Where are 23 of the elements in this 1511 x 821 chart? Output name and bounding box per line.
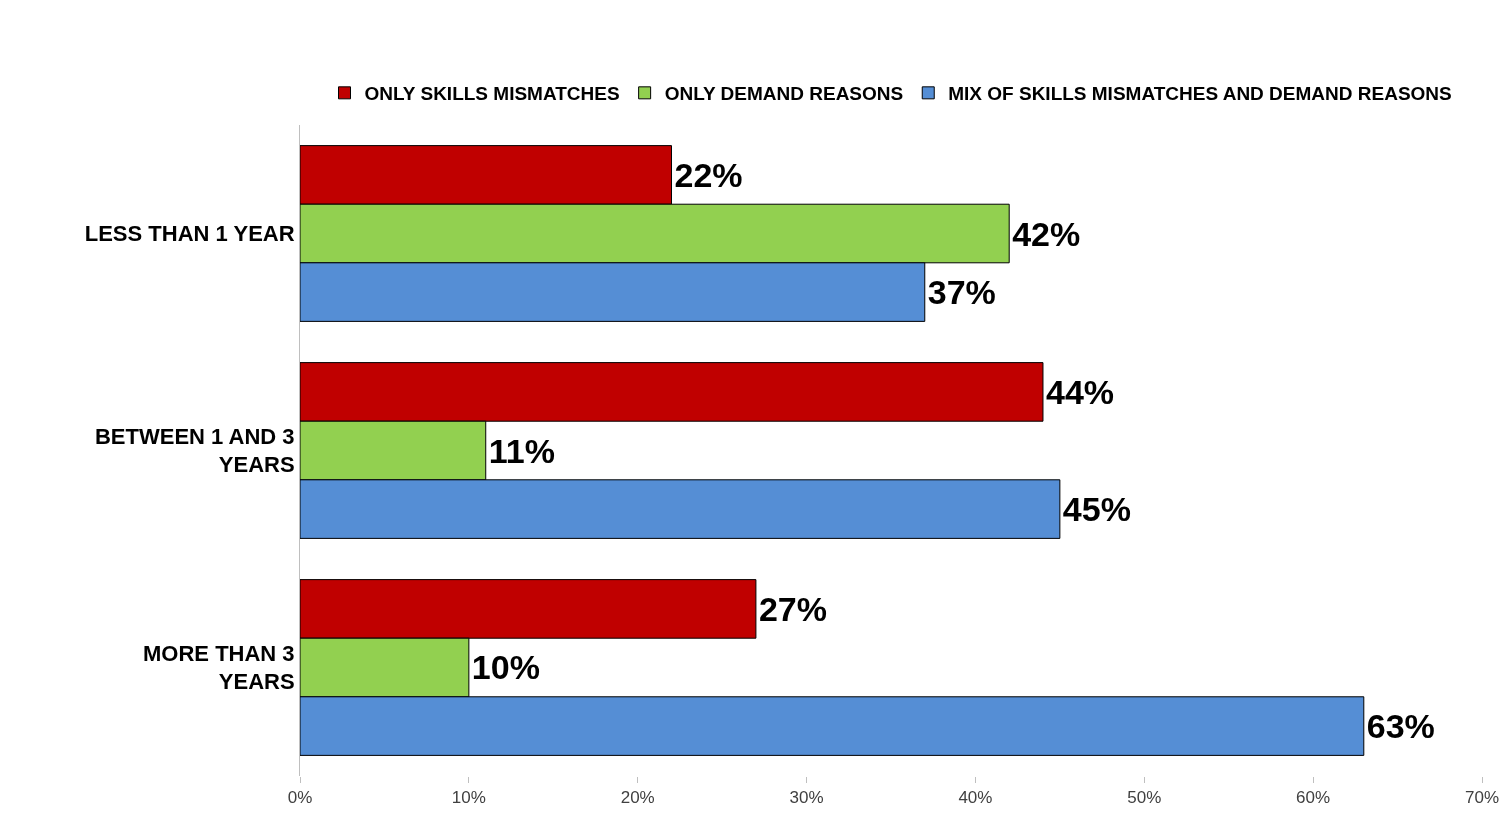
data-label: 27% [758, 589, 827, 628]
data-label: 44% [1045, 372, 1115, 411]
x-tick-label: 40% [958, 788, 993, 808]
data-label: 10% [471, 648, 540, 687]
x-tick-label: 50% [1127, 788, 1162, 808]
data-label: 45% [1062, 490, 1131, 529]
data-label: 63% [1366, 707, 1435, 746]
data-label: 42% [1012, 214, 1081, 253]
data-label: 37% [927, 273, 996, 312]
x-tick-label: 60% [1296, 788, 1331, 808]
data-label: 22% [674, 155, 743, 194]
y-tick-label: LESS THAN 1 YEAR [84, 221, 295, 247]
y-tick-label: BETWEEN 1 AND 3 YEARS [94, 423, 295, 478]
x-tick-label: 70% [1464, 788, 1500, 808]
legend-label: ONLY SKILLS MISMATCHES [364, 83, 620, 105]
x-tick-label: 10% [451, 788, 486, 808]
legend-label: MIX OF SKILLS MISMATCHES AND DEMAND REASONS [948, 83, 1452, 105]
x-tick-label: 0% [287, 788, 313, 808]
x-tick-label: 20% [620, 788, 655, 808]
x-tick-label: 30% [789, 788, 824, 808]
data-label: 11% [488, 431, 555, 470]
legend-label: ONLY DEMAND REASONS [664, 83, 904, 105]
y-tick-label: MORE THAN 3 YEARS [143, 640, 295, 695]
